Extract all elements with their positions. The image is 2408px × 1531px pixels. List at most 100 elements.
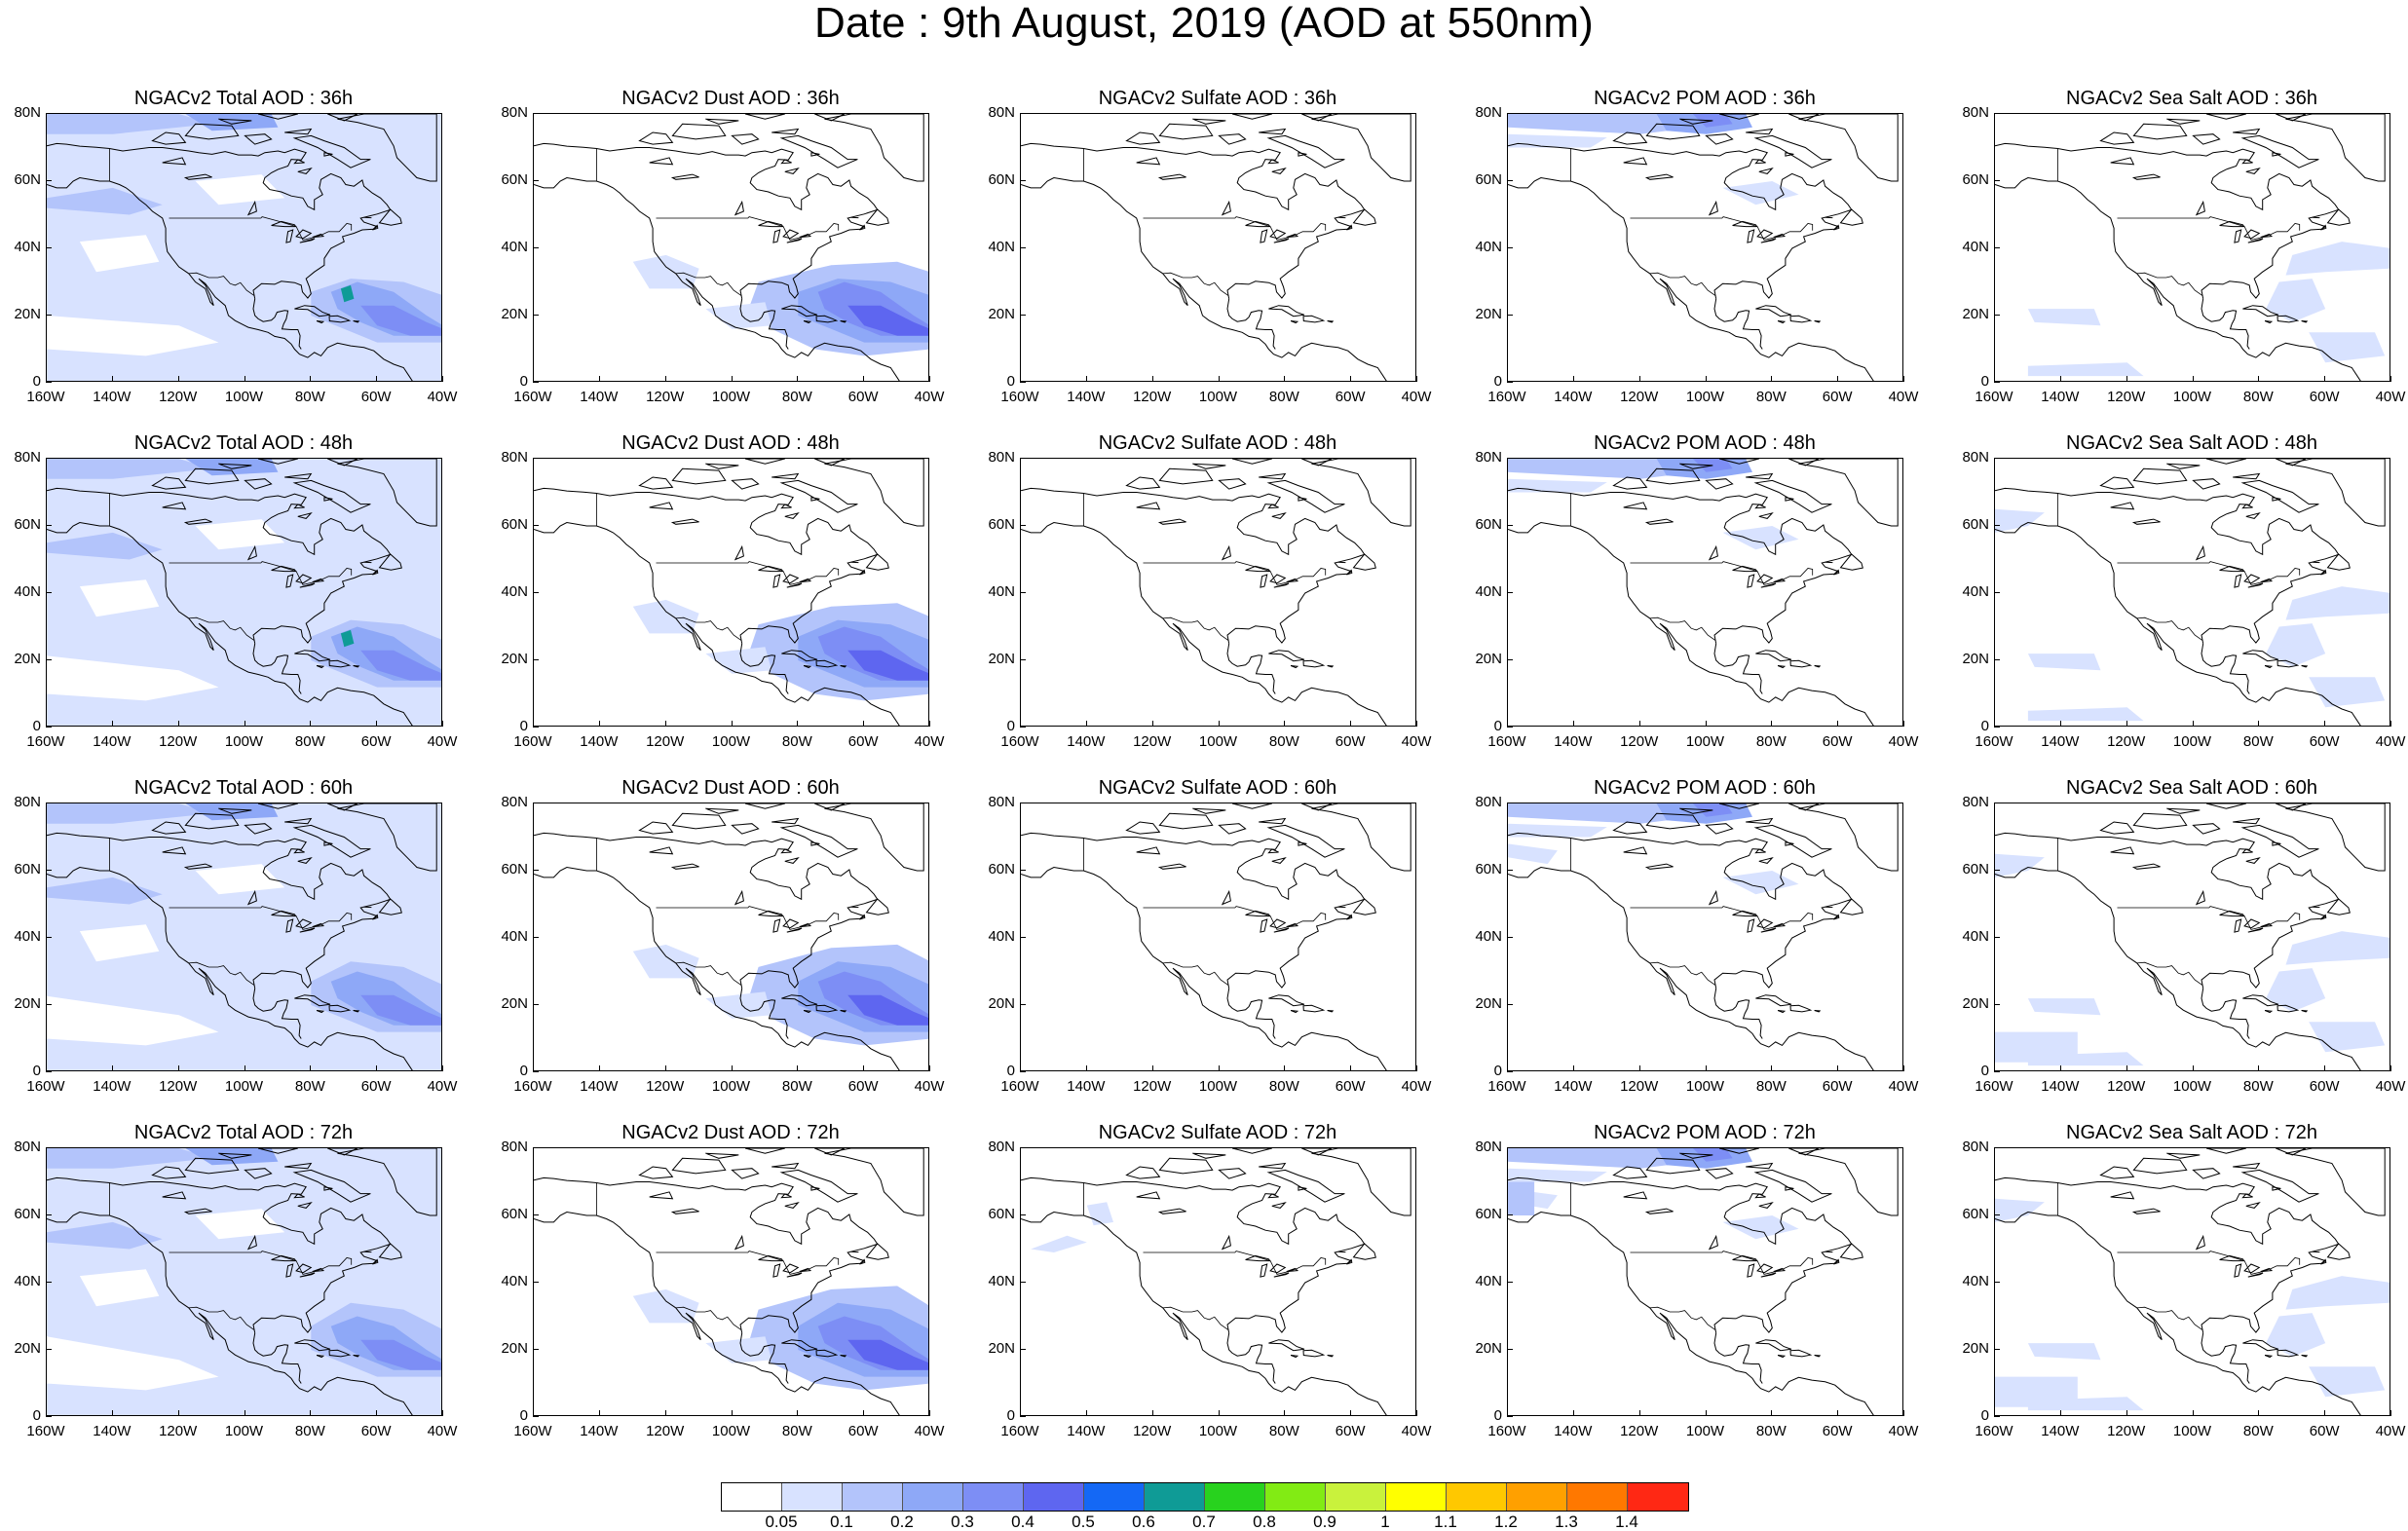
aod-region [1508, 823, 1607, 838]
aod-region [705, 1336, 772, 1363]
coastline [47, 142, 392, 299]
lake-outline [2260, 578, 2274, 583]
island-outline [2301, 320, 2309, 323]
x-tick-mark [177, 376, 179, 382]
island-outline [2192, 478, 2221, 490]
island-outline [2326, 1243, 2351, 1260]
island-outline [859, 224, 866, 231]
island-outline [731, 823, 760, 835]
x-tick-label: 60W [1822, 389, 1853, 405]
map-panel-pom-60h: NGACv2 POM AOD : 60h 80N 60N 40N 20N 0 160W 140… [1461, 777, 1918, 1108]
lake-outline [183, 863, 212, 870]
island-outline [1259, 1162, 1287, 1170]
colorbar-label: 0.05 [765, 1512, 798, 1531]
y-tick-mark [1994, 382, 2000, 383]
island-outline [323, 1186, 333, 1191]
lake-outline [1708, 544, 1718, 561]
coastline [47, 521, 413, 726]
lake-outline [2110, 1191, 2135, 1200]
island-outline [814, 114, 846, 122]
y-tick-label: 0 [1006, 1407, 1015, 1424]
map-panel-dust-60h: NGACv2 Dust AOD : 60h 80N 60N 40N 20N 0 160W 14… [487, 777, 944, 1108]
x-tick-mark [863, 376, 865, 382]
lake-outline [2243, 229, 2261, 240]
island-outline [2245, 512, 2261, 519]
map-svg [534, 114, 928, 381]
island-outline [1302, 315, 1326, 323]
lake-outline [285, 1263, 294, 1278]
x-tick-mark [533, 1065, 534, 1071]
colorbar-swatch [843, 1483, 903, 1511]
lake-outline [799, 233, 812, 239]
coastline [534, 487, 879, 644]
island-outline [2320, 569, 2327, 576]
x-tick-mark [46, 1410, 47, 1416]
x-tick-label: 100W [224, 389, 264, 405]
coastline [739, 643, 789, 694]
island-outline [2285, 1148, 2386, 1216]
coastline [1021, 487, 1366, 644]
lake-outline [670, 863, 699, 870]
x-tick-mark [929, 376, 930, 382]
aod-region [47, 655, 219, 701]
political-border [188, 1306, 255, 1330]
map-panel-pom-36h: NGACv2 POM AOD : 36h 80N 60N 40N 20N 0 160W 140… [1461, 88, 1918, 419]
island-outline [1218, 133, 1247, 145]
x-tick-mark [1903, 1410, 1904, 1416]
coastline [47, 866, 413, 1070]
lake-outline [1221, 544, 1231, 561]
lake-outline [2260, 1267, 2274, 1273]
island-outline [780, 504, 792, 509]
x-tick-mark [2390, 721, 2391, 727]
island-outline [1758, 512, 1774, 519]
x-tick-mark [2258, 721, 2260, 727]
colorbar-swatch [1205, 1483, 1265, 1511]
x-tick-mark [863, 1410, 865, 1416]
x-tick-mark [533, 376, 534, 382]
y-tick-label: 60N [1962, 1206, 1989, 1222]
island-outline [744, 1148, 785, 1154]
x-tick-label: 80W [2242, 1423, 2274, 1439]
coastline [739, 1332, 789, 1384]
island-outline [1746, 128, 1774, 135]
island-outline [292, 134, 371, 168]
aod-region [632, 599, 699, 634]
map-svg [47, 1148, 441, 1415]
x-tick-label: 160W [1000, 389, 1039, 405]
lake-outline [1286, 233, 1299, 239]
island-outline [284, 128, 313, 135]
lake-outline [649, 157, 674, 166]
colorbar-label: 1.3 [1555, 1512, 1578, 1531]
island-outline [1814, 1010, 1822, 1013]
island-outline [284, 1162, 313, 1170]
island-outline [1612, 1166, 1648, 1179]
y-tick-label: 20N [14, 1340, 41, 1357]
island-outline [2240, 134, 2319, 168]
map-svg [1508, 1148, 1899, 1415]
political-border [675, 1306, 742, 1330]
island-outline [244, 1168, 273, 1179]
island-outline [184, 467, 240, 485]
island-outline [1753, 479, 1832, 513]
x-tick-label: 160W [513, 389, 552, 405]
island-outline [2241, 1193, 2253, 1199]
aod-region [195, 864, 285, 895]
x-tick-label: 60W [2309, 1423, 2340, 1439]
island-outline [2326, 898, 2351, 915]
island-outline [151, 476, 187, 490]
y-tick-label: 40N [1962, 928, 1989, 945]
x-tick-mark [376, 1410, 378, 1416]
y-tick-mark [1994, 870, 2000, 871]
y-tick-label: 80N [14, 794, 41, 810]
y-tick-mark [1020, 247, 1026, 248]
island-outline [2285, 459, 2386, 527]
y-tick-label: 60N [501, 171, 528, 188]
island-outline [1266, 134, 1345, 168]
panel-title: NGACv2 Dust AOD : 36h [621, 88, 840, 109]
island-outline [2276, 1349, 2300, 1358]
island-outline [353, 320, 360, 323]
y-tick-label: 0 [32, 1063, 41, 1079]
y-tick-label: 0 [519, 1063, 528, 1079]
y-tick-mark [1994, 180, 2000, 181]
x-tick-label: 80W [1755, 389, 1787, 405]
